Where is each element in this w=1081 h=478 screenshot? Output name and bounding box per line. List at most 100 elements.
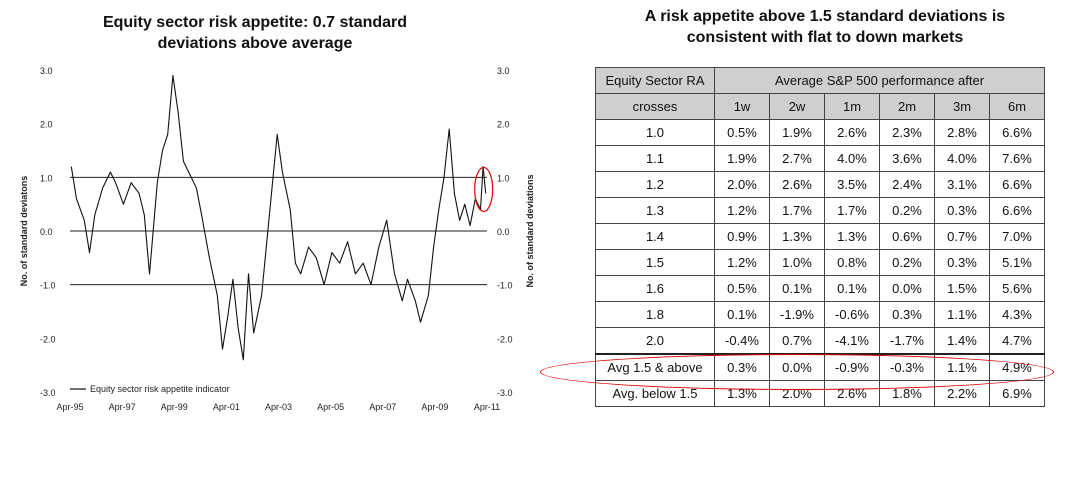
row-label: 1.5 bbox=[595, 249, 715, 276]
table-cell: 0.1% bbox=[769, 275, 825, 302]
table-cell: 2.3% bbox=[879, 119, 935, 146]
table-cell: -1.7% bbox=[879, 327, 935, 355]
table-cell: 1.1% bbox=[934, 301, 990, 328]
column-header-2w: 2w bbox=[769, 93, 825, 120]
x-tick-label: Apr-07 bbox=[369, 402, 396, 412]
x-tick-label: Apr-97 bbox=[109, 402, 136, 412]
legend-label: Equity sector risk appetite indicator bbox=[90, 384, 230, 394]
y-tick-left: 0.0 bbox=[40, 227, 53, 237]
table-cell: 0.2% bbox=[879, 249, 935, 276]
table-cell: 1.0% bbox=[769, 249, 825, 276]
table-cell: 1.3% bbox=[769, 223, 825, 250]
table-row: 2.0 -0.4% 0.7% -4.1% -1.7% 1.4% 4.7% bbox=[595, 327, 1045, 355]
y-tick-left: 2.0 bbox=[40, 120, 53, 130]
table-cell: 2.8% bbox=[934, 119, 990, 146]
table-row: 1.2 2.0% 2.6% 3.5% 2.4% 3.1% 6.6% bbox=[595, 171, 1045, 198]
table-cell: 0.8% bbox=[824, 249, 880, 276]
row-label: 1.6 bbox=[595, 275, 715, 302]
y-tick-left: 3.0 bbox=[40, 66, 53, 76]
x-tick-label: Apr-05 bbox=[317, 402, 344, 412]
table-cell: 1.5% bbox=[934, 275, 990, 302]
table-row: 1.4 0.9% 1.3% 1.3% 0.6% 0.7% 7.0% bbox=[595, 223, 1045, 250]
x-tick-label: Apr-09 bbox=[421, 402, 448, 412]
table-cell: 6.6% bbox=[989, 197, 1045, 224]
table-cell: 1.4% bbox=[934, 327, 990, 355]
y-tick-right: 0.0 bbox=[497, 227, 510, 237]
table-cell: 2.6% bbox=[824, 119, 880, 146]
table-title-line1: A risk appetite above 1.5 standard devia… bbox=[644, 8, 1006, 25]
table-row: 1.8 0.1% -1.9% -0.6% 0.3% 1.1% 4.3% bbox=[595, 301, 1045, 328]
y-tick-left: -3.0 bbox=[40, 388, 56, 398]
y-tick-right: -2.0 bbox=[497, 334, 513, 344]
table-cell: 0.3% bbox=[934, 197, 990, 224]
highlight-ellipse bbox=[540, 354, 1054, 390]
table-cell: 6.9% bbox=[989, 380, 1045, 407]
table-cell: 0.9% bbox=[714, 223, 770, 250]
table-cell: 0.5% bbox=[714, 119, 770, 146]
row-label: 2.0 bbox=[595, 327, 715, 355]
column-header-3m: 3m bbox=[934, 93, 990, 120]
y-tick-right: 3.0 bbox=[497, 66, 510, 76]
table-row: 1.0 0.5% 1.9% 2.6% 2.3% 2.8% 6.6% bbox=[595, 119, 1045, 146]
table-cell: 0.7% bbox=[934, 223, 990, 250]
table-cell: 0.0% bbox=[879, 275, 935, 302]
y-axis-label-right: No. of standard deviations bbox=[525, 174, 535, 287]
table-row: 1.6 0.5% 0.1% 0.1% 0.0% 1.5% 5.6% bbox=[595, 275, 1045, 302]
table-cell: 2.4% bbox=[879, 171, 935, 198]
column-header-1m: 1m bbox=[824, 93, 880, 120]
table-header-label-2: crosses bbox=[595, 93, 715, 120]
y-tick-right: -1.0 bbox=[497, 281, 513, 291]
y-tick-left: -2.0 bbox=[40, 334, 56, 344]
table-cell: 3.5% bbox=[824, 171, 880, 198]
table-cell: 4.0% bbox=[934, 145, 990, 172]
row-label: 1.2 bbox=[595, 171, 715, 198]
column-header-1w: 1w bbox=[714, 93, 770, 120]
x-tick-label: Apr-99 bbox=[161, 402, 188, 412]
table-title: A risk appetite above 1.5 standard devia… bbox=[590, 6, 1060, 48]
y-tick-right: -3.0 bbox=[497, 388, 513, 398]
x-tick-label: Apr-01 bbox=[213, 402, 240, 412]
table-row: 1.1 1.9% 2.7% 4.0% 3.6% 4.0% 7.6% bbox=[595, 145, 1045, 172]
row-label: 1.8 bbox=[595, 301, 715, 328]
y-tick-right: 1.0 bbox=[497, 173, 510, 183]
table-cell: 3.1% bbox=[934, 171, 990, 198]
table-row: 1.5 1.2% 1.0% 0.8% 0.2% 0.3% 5.1% bbox=[595, 249, 1045, 276]
table-cell: 2.7% bbox=[769, 145, 825, 172]
table-cell: 1.2% bbox=[714, 197, 770, 224]
table-cell: 1.2% bbox=[714, 249, 770, 276]
chart-title: Equity sector risk appetite: 0.7 standar… bbox=[60, 12, 450, 54]
table-cell: 0.3% bbox=[934, 249, 990, 276]
table-cell: 1.9% bbox=[769, 119, 825, 146]
table-cell: 0.5% bbox=[714, 275, 770, 302]
risk-appetite-chart: 3.0 3.0 2.0 2.0 1.0 1.0 0.0 0.0 -1.0 -1.0 -2.0 -2.0… bbox=[19, 66, 535, 412]
table-cell: 1.9% bbox=[714, 145, 770, 172]
table-title-line2: consistent with flat to down markets bbox=[686, 29, 964, 46]
table-cell: 3.6% bbox=[879, 145, 935, 172]
table-cell: 0.3% bbox=[879, 301, 935, 328]
column-header-6m: 6m bbox=[989, 93, 1045, 120]
table-cell: -0.4% bbox=[714, 327, 770, 355]
series-line-risk-appetite bbox=[70, 74, 487, 361]
table-cell: -0.6% bbox=[824, 301, 880, 328]
table-row: 1.3 1.2% 1.7% 1.7% 0.2% 0.3% 6.6% bbox=[595, 197, 1045, 224]
table-cell: 1.3% bbox=[824, 223, 880, 250]
table-cell: 6.6% bbox=[989, 119, 1045, 146]
table-cell: 0.1% bbox=[714, 301, 770, 328]
y-axis-label-left: No. of standard deviatons bbox=[19, 176, 29, 287]
table-cell: 1.7% bbox=[824, 197, 880, 224]
table-cell: -4.1% bbox=[824, 327, 880, 355]
table-cell: 7.0% bbox=[989, 223, 1045, 250]
y-tick-left: 1.0 bbox=[40, 173, 53, 183]
y-tick-left: -1.0 bbox=[40, 281, 56, 291]
table-cell: 4.0% bbox=[824, 145, 880, 172]
table-cell: 0.7% bbox=[769, 327, 825, 355]
row-label: 1.4 bbox=[595, 223, 715, 250]
table-cell: 2.6% bbox=[769, 171, 825, 198]
chart-title-line1: Equity sector risk appetite: 0.7 standar… bbox=[102, 14, 408, 31]
table-cell: 0.2% bbox=[879, 197, 935, 224]
table-cell: -1.9% bbox=[769, 301, 825, 328]
latest-value-marker bbox=[474, 166, 494, 213]
table-cell: 7.6% bbox=[989, 145, 1045, 172]
table-cell: 4.3% bbox=[989, 301, 1045, 328]
chart-title-line2: deviations above average bbox=[157, 35, 353, 52]
